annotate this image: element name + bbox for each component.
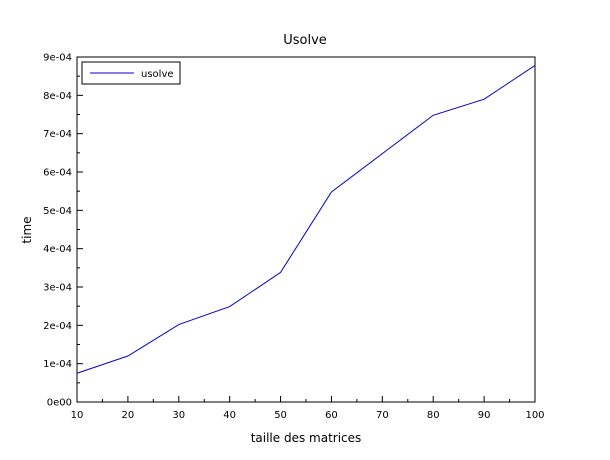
- plot-area: [76, 56, 536, 403]
- x-tick-label: 30: [172, 410, 185, 421]
- chart-title: Usolve: [283, 33, 327, 48]
- y-tick-label: 8e-04: [43, 91, 72, 102]
- y-tick-label: 1e-04: [43, 359, 72, 370]
- x-axis-label: taille des matrices: [251, 431, 362, 445]
- legend: usolve: [81, 61, 181, 85]
- y-tick-label: 6e-04: [43, 168, 72, 179]
- x-tick-label: 70: [376, 410, 389, 421]
- y-tick-label: 7e-04: [43, 129, 72, 140]
- y-axis: 0e00 1e-04 2e-04 3e-04 4e-04 5e-04 6e-04 7e-04 8…: [43, 53, 83, 409]
- x-tick-label: 50: [274, 410, 287, 421]
- x-tick-label: 80: [427, 410, 440, 421]
- y-tick-label: 0e00: [47, 398, 72, 409]
- x-tick-label: 40: [223, 410, 236, 421]
- series-layer: [76, 65, 536, 374]
- x-tick-label: 60: [325, 410, 338, 421]
- x-tick-label: 10: [71, 410, 84, 421]
- y-tick-label: 2e-04: [43, 321, 72, 332]
- y-tick-label: 5e-04: [43, 206, 72, 217]
- x-tick-label: 20: [122, 410, 135, 421]
- x-tick-label: 90: [478, 410, 491, 421]
- x-tick-label: 100: [525, 410, 544, 421]
- y-tick-label: 9e-04: [43, 53, 72, 64]
- y-tick-label: 4e-04: [43, 244, 72, 255]
- y-axis-label: time: [20, 216, 34, 243]
- legend-entry-usolve: usolve: [141, 69, 174, 80]
- y-tick-label: 3e-04: [43, 283, 72, 294]
- series-line-usolve: [76, 65, 536, 374]
- x-axis: 10 20 30 40 50 60 70 80 90 100: [71, 396, 545, 421]
